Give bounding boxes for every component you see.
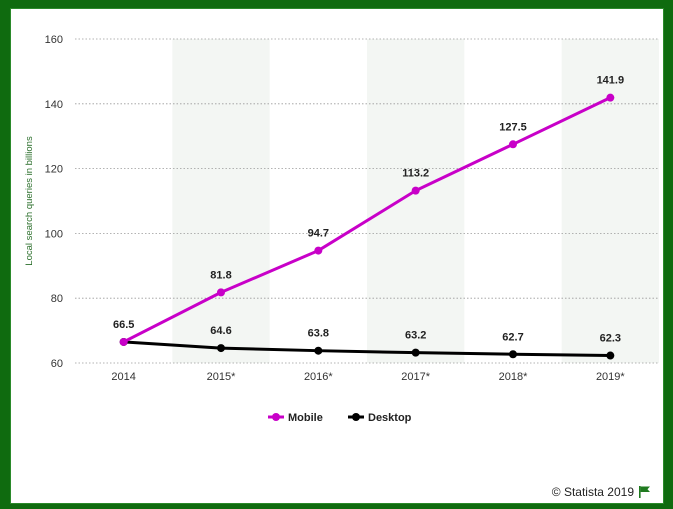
line-chart: 60 80 100 120 140 160 2014 2015* 2016* 2017* 2018… bbox=[24, 34, 659, 424]
x-axis-ticks: 2014 2015* 2016* 2017* 2018* 2019* bbox=[111, 371, 625, 383]
legend[interactable]: Mobile Desktop bbox=[268, 412, 412, 424]
legend-marker bbox=[352, 413, 360, 421]
mobile-point[interactable] bbox=[217, 288, 225, 297]
data-labels: 66.5 81.8 94.7 113.2 127.5 141.9 64.6 63.8 63.2 6… bbox=[113, 75, 624, 345]
flag-icon bbox=[639, 486, 650, 498]
mobile-data-label: 94.7 bbox=[308, 228, 329, 240]
desktop-point[interactable] bbox=[606, 351, 615, 360]
desktop-data-label: 63.2 bbox=[405, 330, 426, 342]
mobile-line bbox=[122, 96, 611, 344]
legend-item-desktop[interactable]: Desktop bbox=[348, 412, 412, 424]
column-band bbox=[367, 39, 465, 363]
y-axis-label: Local search queries in billions bbox=[24, 136, 35, 266]
desktop-data-label: 64.6 bbox=[210, 325, 231, 337]
desktop-data-label: 63.8 bbox=[308, 328, 329, 340]
desktop-data-label: 62.7 bbox=[502, 331, 523, 343]
x-tick-label: 2017* bbox=[401, 371, 430, 383]
mobile-data-label: 141.9 bbox=[597, 75, 625, 87]
chart-panel: 60 80 100 120 140 160 2014 2015* 2016* 2017* 2018… bbox=[10, 8, 664, 504]
x-tick-label: 2019* bbox=[596, 371, 625, 383]
y-tick-label: 80 bbox=[51, 293, 63, 305]
mobile-data-label: 127.5 bbox=[499, 121, 527, 133]
desktop-line bbox=[123, 340, 611, 358]
y-tick-label: 120 bbox=[45, 164, 63, 176]
x-tick-label: 2016* bbox=[304, 371, 333, 383]
y-tick-label: 60 bbox=[51, 358, 63, 370]
mobile-point[interactable] bbox=[606, 93, 615, 102]
legend-marker bbox=[272, 413, 280, 421]
x-tick-label: 2018* bbox=[499, 371, 528, 383]
mobile-data-label: 66.5 bbox=[113, 319, 134, 331]
x-tick-label: 2015* bbox=[207, 371, 236, 383]
desktop-data-label: 62.3 bbox=[600, 333, 621, 345]
column-band bbox=[172, 39, 270, 363]
mobile-point[interactable] bbox=[119, 337, 128, 346]
mobile-point[interactable] bbox=[509, 140, 517, 149]
legend-label: Desktop bbox=[368, 412, 412, 424]
grid-lines bbox=[75, 38, 659, 364]
desktop-point[interactable] bbox=[509, 350, 517, 359]
x-tick-label: 2014 bbox=[111, 371, 135, 383]
desktop-point[interactable] bbox=[217, 344, 225, 353]
mobile-point[interactable] bbox=[411, 186, 420, 195]
y-tick-label: 140 bbox=[45, 99, 63, 111]
y-tick-label: 160 bbox=[45, 34, 63, 46]
y-axis-ticks: 60 80 100 120 140 160 bbox=[45, 34, 63, 370]
credit-text: © Statista 2019 bbox=[551, 485, 634, 499]
legend-label: Mobile bbox=[288, 412, 323, 424]
mobile-data-label: 113.2 bbox=[402, 168, 429, 180]
mobile-point[interactable] bbox=[314, 246, 323, 255]
mobile-data-label: 81.8 bbox=[210, 269, 231, 281]
desktop-point[interactable] bbox=[411, 348, 420, 357]
legend-item-mobile[interactable]: Mobile bbox=[268, 412, 323, 424]
source-credit[interactable]: © Statista 2019 bbox=[552, 485, 651, 499]
y-tick-label: 100 bbox=[45, 228, 63, 240]
series-lines bbox=[119, 93, 615, 360]
column-bands bbox=[172, 39, 659, 363]
desktop-point[interactable] bbox=[314, 346, 323, 355]
column-band bbox=[561, 39, 659, 363]
